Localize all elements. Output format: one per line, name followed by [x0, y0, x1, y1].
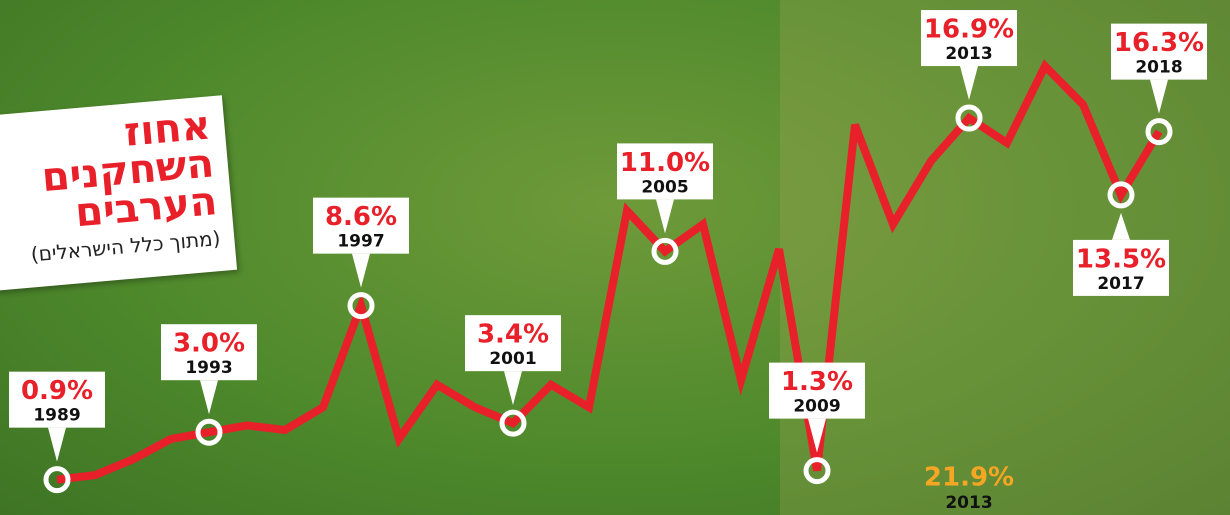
- callout-pointer: [960, 66, 978, 100]
- value-label: 3.0%: [173, 329, 245, 359]
- highlight-value: 21.9%: [924, 463, 1014, 493]
- year-label: 2013: [945, 44, 992, 64]
- year-label: 2018: [1135, 58, 1182, 78]
- year-label: 2009: [793, 397, 840, 417]
- year-label: 1993: [185, 358, 232, 378]
- callout-pointer: [656, 199, 674, 233]
- callout-pointer: [352, 254, 370, 288]
- callout-pointer: [1112, 213, 1130, 240]
- value-label: 16.3%: [1114, 28, 1204, 58]
- year-label: 2017: [1097, 274, 1144, 294]
- year-label: 2001: [489, 349, 536, 369]
- year-label: 1997: [337, 232, 384, 252]
- year-label: 1989: [33, 406, 80, 426]
- chart: 0.9%19893.0%19938.6%19973.4%200111.0%200…: [0, 0, 1230, 515]
- value-label: 3.4%: [477, 320, 549, 350]
- highlight-year: 2013: [945, 493, 992, 513]
- year-label: 2005: [641, 177, 688, 197]
- value-label: 11.0%: [620, 148, 710, 178]
- value-label: 16.9%: [924, 15, 1014, 45]
- value-label: 8.6%: [325, 202, 397, 232]
- callout-pointer: [1150, 80, 1168, 114]
- callout-pointer: [504, 371, 522, 405]
- value-label: 13.5%: [1076, 244, 1166, 274]
- value-label: 0.9%: [21, 376, 93, 406]
- data-line: [57, 66, 1159, 480]
- value-label: 1.3%: [781, 367, 853, 397]
- infographic: אחוז השחקנים הערבים (מתוך כלל הישראלים) …: [0, 0, 1230, 515]
- callout-pointer: [48, 428, 66, 462]
- callout-pointer: [200, 380, 218, 414]
